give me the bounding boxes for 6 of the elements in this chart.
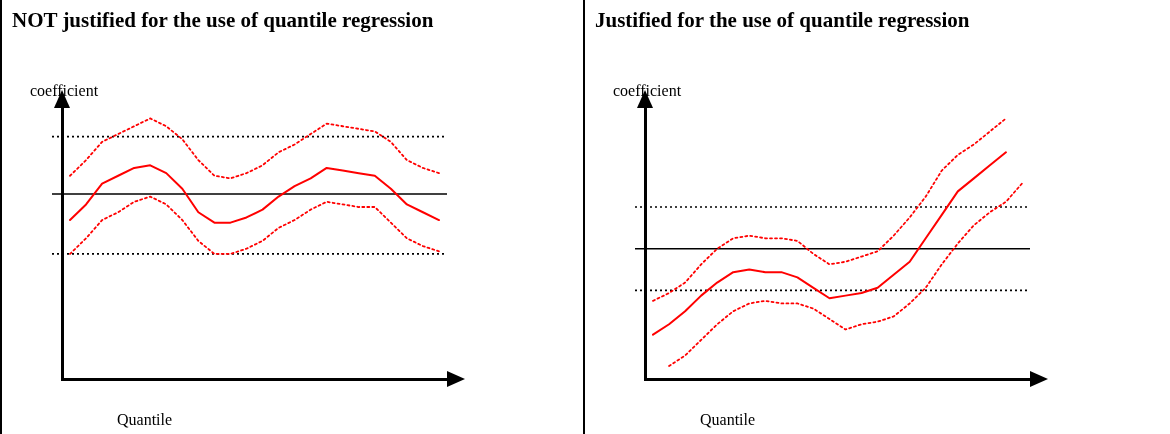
chart-title: NOT justified for the use of quantile regression	[12, 8, 434, 33]
y-axis-title: coefficient	[30, 82, 99, 100]
x-axis-title: Quantile	[700, 411, 756, 429]
y-axis-title: coefficient	[613, 82, 682, 100]
chart-title: Justified for the use of quantile regression	[595, 8, 970, 33]
x-axis-title: Quantile	[117, 411, 173, 429]
